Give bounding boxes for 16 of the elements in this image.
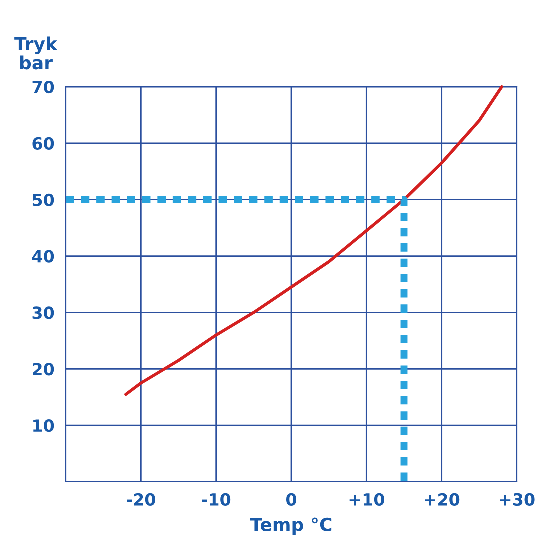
- x-tick-label: +30: [500, 493, 535, 506]
- x-tick-label: -20: [127, 493, 156, 506]
- y-tick-label: 40: [32, 250, 54, 263]
- x-tick-label: -10: [202, 493, 231, 506]
- y-tick-label: 70: [32, 80, 54, 94]
- x-tick-label: 0: [286, 493, 296, 506]
- y-axis-title: Tryk bar: [14, 36, 58, 70]
- y-tick-label: 50: [32, 194, 54, 206]
- x-tick-label: +10: [350, 493, 384, 506]
- y-tick-label: 60: [32, 137, 54, 150]
- y-tick-label: 10: [34, 420, 54, 432]
- x-tick-label: +20: [425, 493, 460, 506]
- y-tick-label: 20: [33, 363, 54, 376]
- line-series: [124, 85, 504, 396]
- y-tick-label: 30: [32, 306, 54, 320]
- x-axis-title: Temp °C: [250, 518, 332, 536]
